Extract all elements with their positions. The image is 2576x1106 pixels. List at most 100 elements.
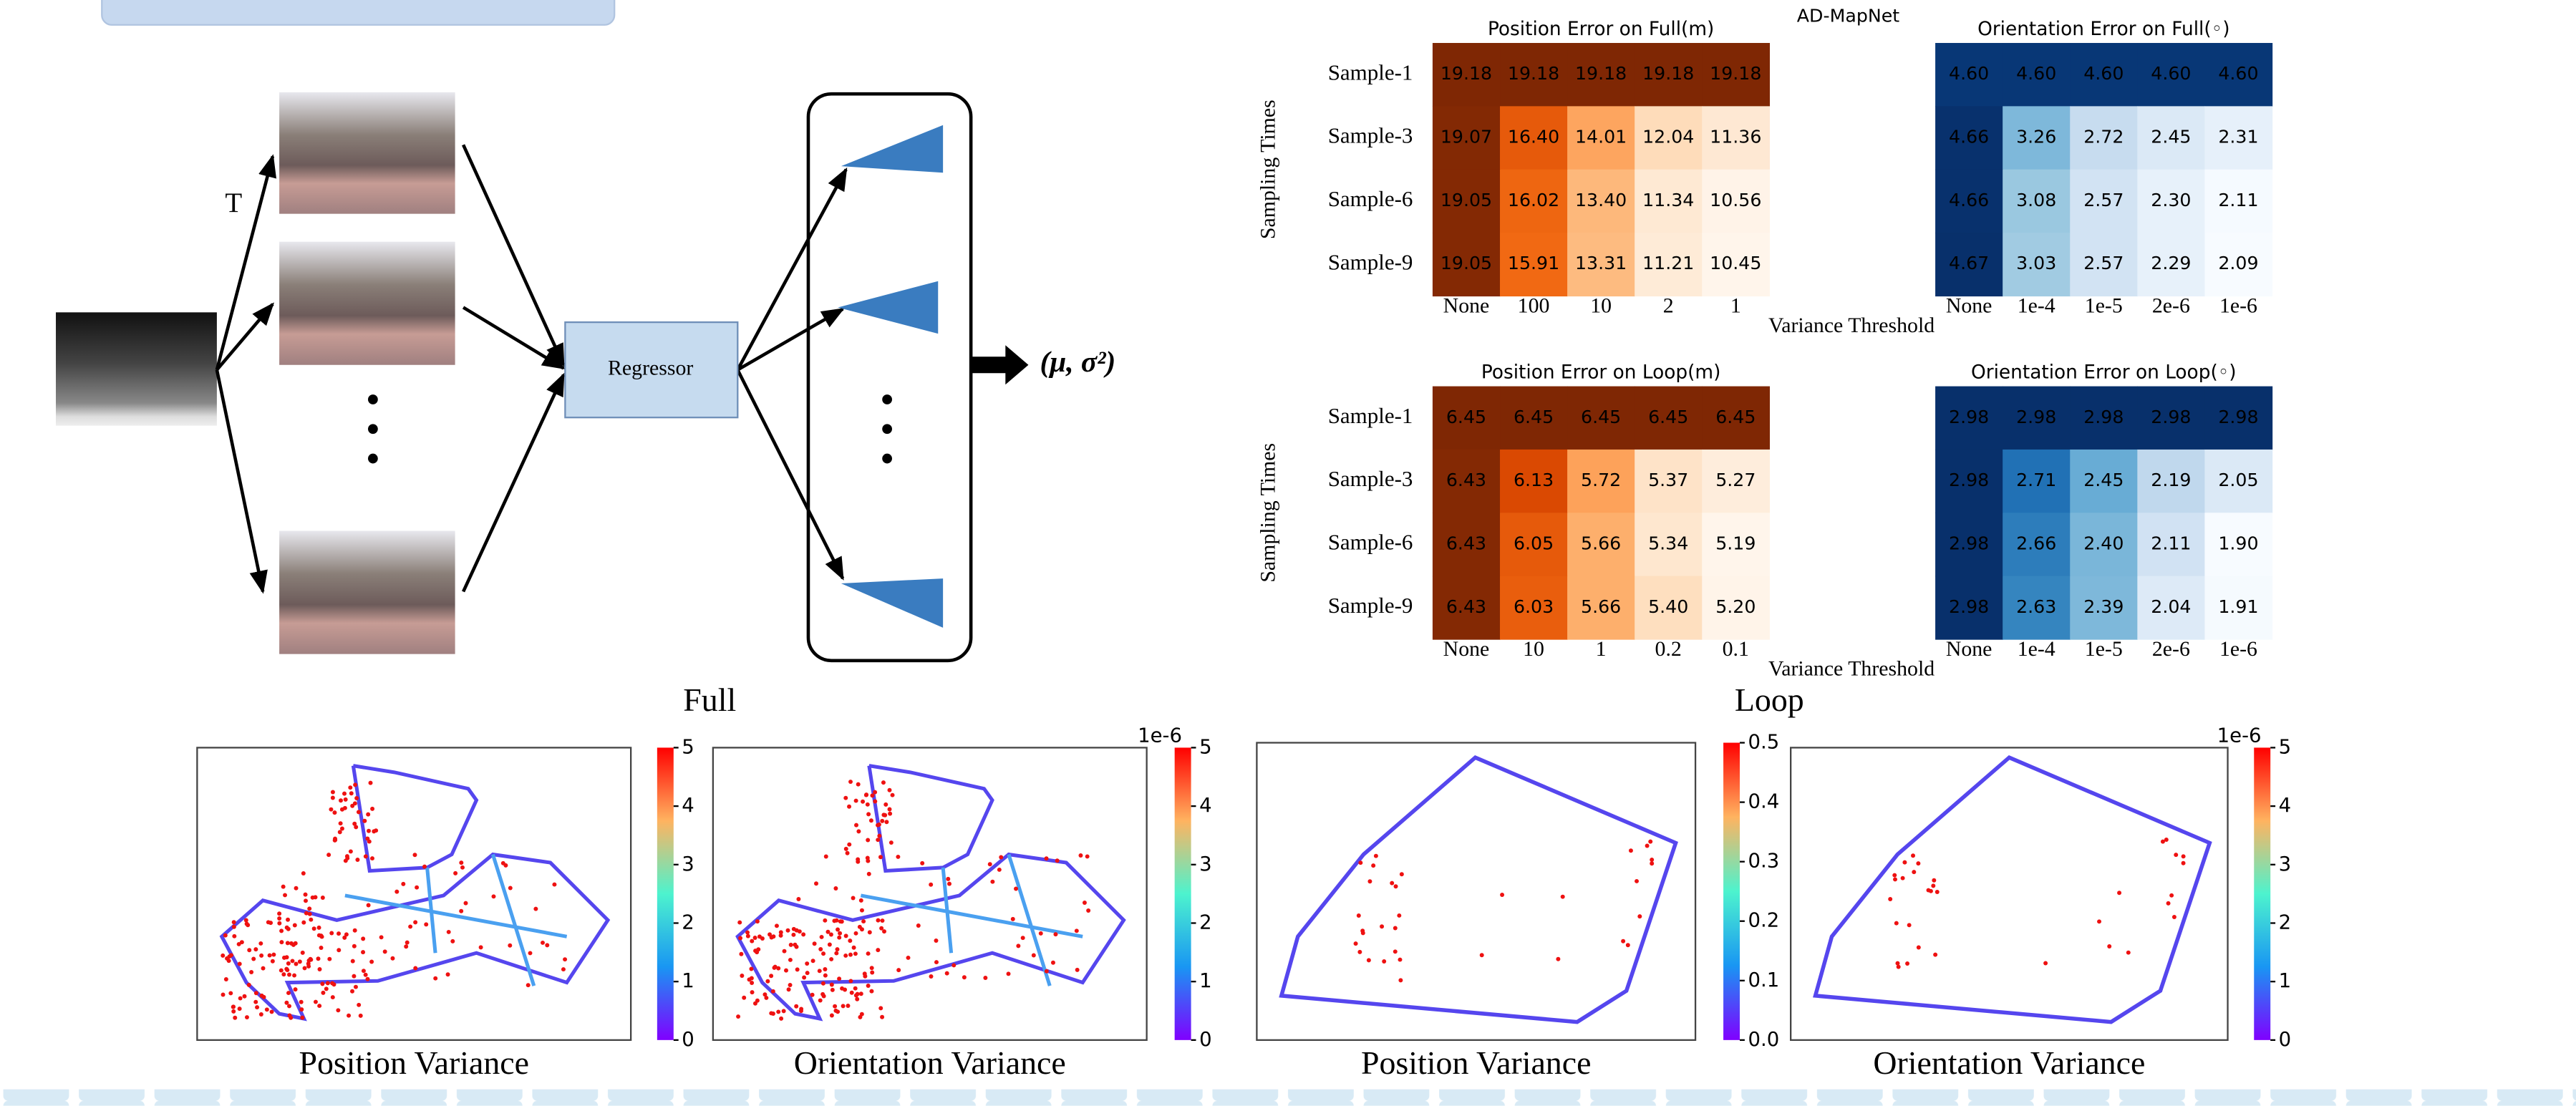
cell-label: 5.20 [1715, 596, 1756, 617]
point [271, 952, 276, 957]
point [284, 966, 289, 971]
panel-caption: Orientation Variance [1873, 1044, 2145, 1081]
point [332, 810, 337, 815]
cell-label: 4.60 [2083, 63, 2124, 84]
point [337, 830, 342, 835]
point [453, 870, 458, 875]
point [526, 983, 531, 988]
point [866, 951, 871, 956]
cell-label: 13.40 [1575, 190, 1627, 210]
colorbar-tick-label: 2 [1199, 911, 1212, 933]
x-tick-label: None [1443, 637, 1490, 661]
t-label: T [225, 188, 242, 218]
point [853, 931, 858, 936]
point [540, 940, 545, 945]
point [239, 940, 244, 945]
point [1625, 943, 1630, 948]
colorbar-tick-label: 0 [1199, 1028, 1212, 1051]
colorbar-tick-label: 0.5 [1748, 731, 1780, 754]
point [366, 812, 371, 817]
point [459, 860, 464, 865]
point [237, 961, 242, 966]
point [888, 811, 893, 816]
heatmap-cell [2204, 449, 2273, 513]
point [253, 999, 258, 1004]
point [1020, 936, 1025, 941]
point [348, 785, 353, 790]
heatmap-cell [1432, 169, 1501, 233]
point [333, 836, 337, 841]
x-tick-label: 1e-5 [2085, 294, 2123, 317]
cell-label: 2.98 [1949, 533, 1989, 553]
colorbar-tick-label: 2 [2279, 911, 2292, 933]
point [848, 938, 853, 944]
point [300, 950, 305, 955]
point [285, 941, 290, 946]
point [1916, 861, 1921, 866]
point [1933, 952, 1938, 957]
point [778, 930, 783, 935]
point [339, 826, 344, 831]
point [1935, 890, 1940, 894]
colorbar [1174, 747, 1191, 1040]
point [401, 881, 406, 886]
point [946, 876, 951, 881]
point [799, 1009, 803, 1014]
point [350, 959, 355, 964]
cell-label: 2.11 [2218, 190, 2258, 210]
cell-label: 4.60 [2016, 63, 2056, 84]
point [866, 838, 871, 843]
colorbar-tick-label: 0.1 [1748, 969, 1780, 991]
point [283, 893, 288, 898]
point [259, 953, 264, 958]
heatmap-cell [1500, 449, 1568, 513]
heatmap-cell [1500, 169, 1568, 233]
point [2117, 891, 2122, 896]
heatmap-cell [1432, 233, 1501, 297]
heatmap-cell [2204, 386, 2273, 450]
point [352, 821, 357, 826]
point [843, 987, 848, 992]
heatmap-cell [2137, 43, 2206, 107]
heatmap-cell [1635, 169, 1703, 233]
y-tick-label: Sample-3 [1328, 466, 1413, 491]
x-tick-label: 10 [1590, 294, 1612, 317]
x-axis-label: Variance Threshold [1768, 314, 1935, 337]
point [1398, 957, 1403, 962]
point [347, 1013, 352, 1018]
point [879, 926, 884, 931]
heatmap-cell [2070, 576, 2139, 640]
point [316, 925, 321, 930]
point [330, 790, 335, 795]
heatmap-cell [1567, 449, 1635, 513]
point [952, 963, 957, 968]
point [460, 865, 465, 870]
heatmap-cell [2204, 43, 2273, 107]
regressor-box [564, 321, 739, 419]
point [838, 931, 843, 936]
point [289, 1015, 294, 1020]
point [290, 959, 295, 964]
heatmap-cell [2070, 449, 2139, 513]
point [244, 1015, 249, 1020]
point [231, 1009, 236, 1014]
colorbar-tick-label: 4 [682, 794, 694, 817]
point [433, 976, 438, 981]
colorbar-tick-label: 0.4 [1748, 790, 1780, 813]
point [1082, 900, 1087, 905]
x-tick-label: 100 [1518, 294, 1550, 317]
cell-label: 2.40 [2083, 533, 2124, 553]
heatmap-cell [1432, 449, 1501, 513]
point [772, 965, 777, 970]
depth-image [56, 312, 217, 426]
cell-label: 2.09 [2218, 253, 2258, 273]
heatmap-cell [1702, 233, 1771, 297]
cell-label: 15.91 [1508, 253, 1559, 273]
point [1085, 854, 1090, 859]
point [404, 944, 409, 949]
heatmap-cell [1567, 386, 1635, 450]
cell-label: 19.18 [1710, 63, 1761, 84]
heatmap-cell [2137, 233, 2206, 297]
point [779, 1016, 784, 1021]
point [354, 796, 359, 801]
